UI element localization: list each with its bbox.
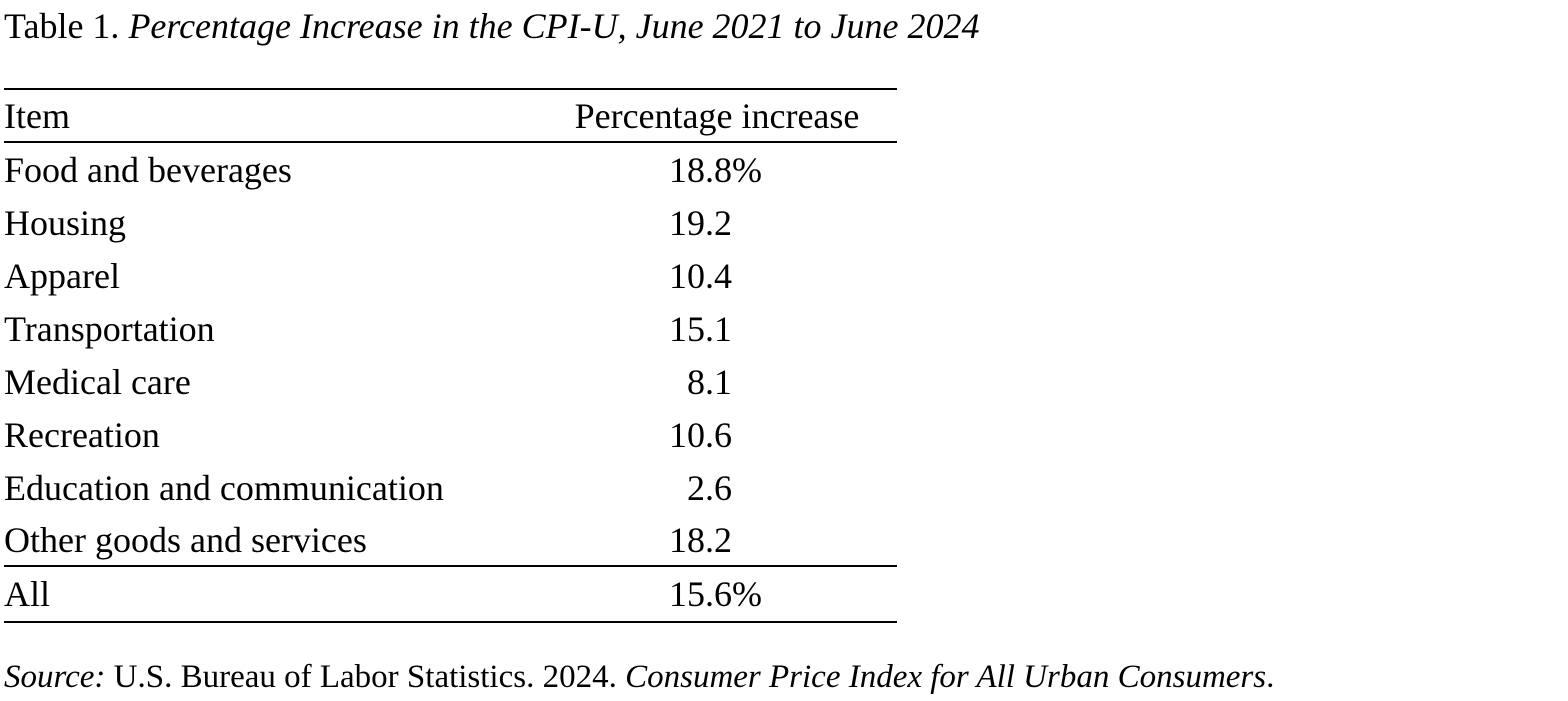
total-row-value: 15.6%: [537, 573, 897, 615]
total-value-number: 15.6: [669, 574, 732, 615]
table-header-row: Item Percentage increase: [4, 90, 897, 144]
row-item-label: Medical care: [4, 361, 191, 402]
table-row: Food and beverages 18.8%: [4, 143, 897, 196]
source-note: Source: U.S. Bureau of Labor Statistics.…: [4, 659, 1568, 696]
table-row: Housing 19.2: [4, 196, 897, 249]
row-value-number: 18.8: [669, 149, 732, 190]
table-total-row: All 15.6%: [4, 567, 897, 624]
table-row: Medical care 8.1: [4, 355, 897, 408]
row-value: 18.2: [537, 519, 897, 561]
row-value: 8.1: [537, 361, 897, 403]
row-value-number: 18.2: [669, 519, 732, 560]
table-row: Apparel 10.4: [4, 249, 897, 302]
row-item-label: Recreation: [4, 414, 160, 455]
total-row-label: All: [4, 574, 51, 615]
row-value-number: 10.6: [669, 414, 732, 455]
table-row: Transportation 15.1: [4, 302, 897, 355]
row-value: 18.8%: [537, 149, 897, 191]
row-value: 2.6: [537, 467, 897, 509]
row-value-suffix: %: [732, 149, 762, 190]
row-item-label: Transportation: [4, 308, 215, 349]
row-value: 19.2: [537, 202, 897, 244]
row-value-number: 8.1: [687, 361, 732, 402]
row-value: 15.1: [537, 308, 897, 350]
source-end-period: .: [1266, 659, 1275, 696]
row-value: 10.6: [537, 414, 897, 456]
row-item-label: Food and beverages: [4, 149, 292, 190]
column-header-percentage: Percentage increase: [574, 95, 860, 136]
table-number-label: Table 1.: [4, 6, 129, 46]
source-label: Source:: [4, 659, 106, 696]
page-title: Table 1. Percentage Increase in the CPI-…: [4, 6, 1568, 47]
row-value-number: 15.1: [669, 308, 732, 349]
row-value-number: 19.2: [669, 202, 732, 243]
row-item-label: Apparel: [4, 255, 120, 296]
table-row: Recreation 10.6: [4, 408, 897, 461]
column-header-item: Item: [4, 95, 70, 136]
row-value: 10.4: [537, 255, 897, 297]
row-item-label: Housing: [4, 202, 127, 243]
row-item-label: Other goods and services: [4, 519, 367, 560]
source-work-title: Consumer Price Index for All Urban Consu…: [625, 659, 1267, 696]
total-value-suffix: %: [732, 574, 762, 615]
table-row: Education and communication 2.6: [4, 461, 897, 514]
table-row: Other goods and services 18.2: [4, 514, 897, 568]
row-value-number: 10.4: [669, 255, 732, 296]
source-publisher: U.S. Bureau of Labor Statistics. 2024.: [105, 659, 626, 696]
row-item-label: Education and communication: [4, 467, 444, 508]
table-title-text: Percentage Increase in the CPI-U, June 2…: [128, 6, 980, 46]
row-value-number: 2.6: [687, 467, 732, 508]
cpi-table: Item Percentage increase Food and bevera…: [4, 88, 897, 624]
